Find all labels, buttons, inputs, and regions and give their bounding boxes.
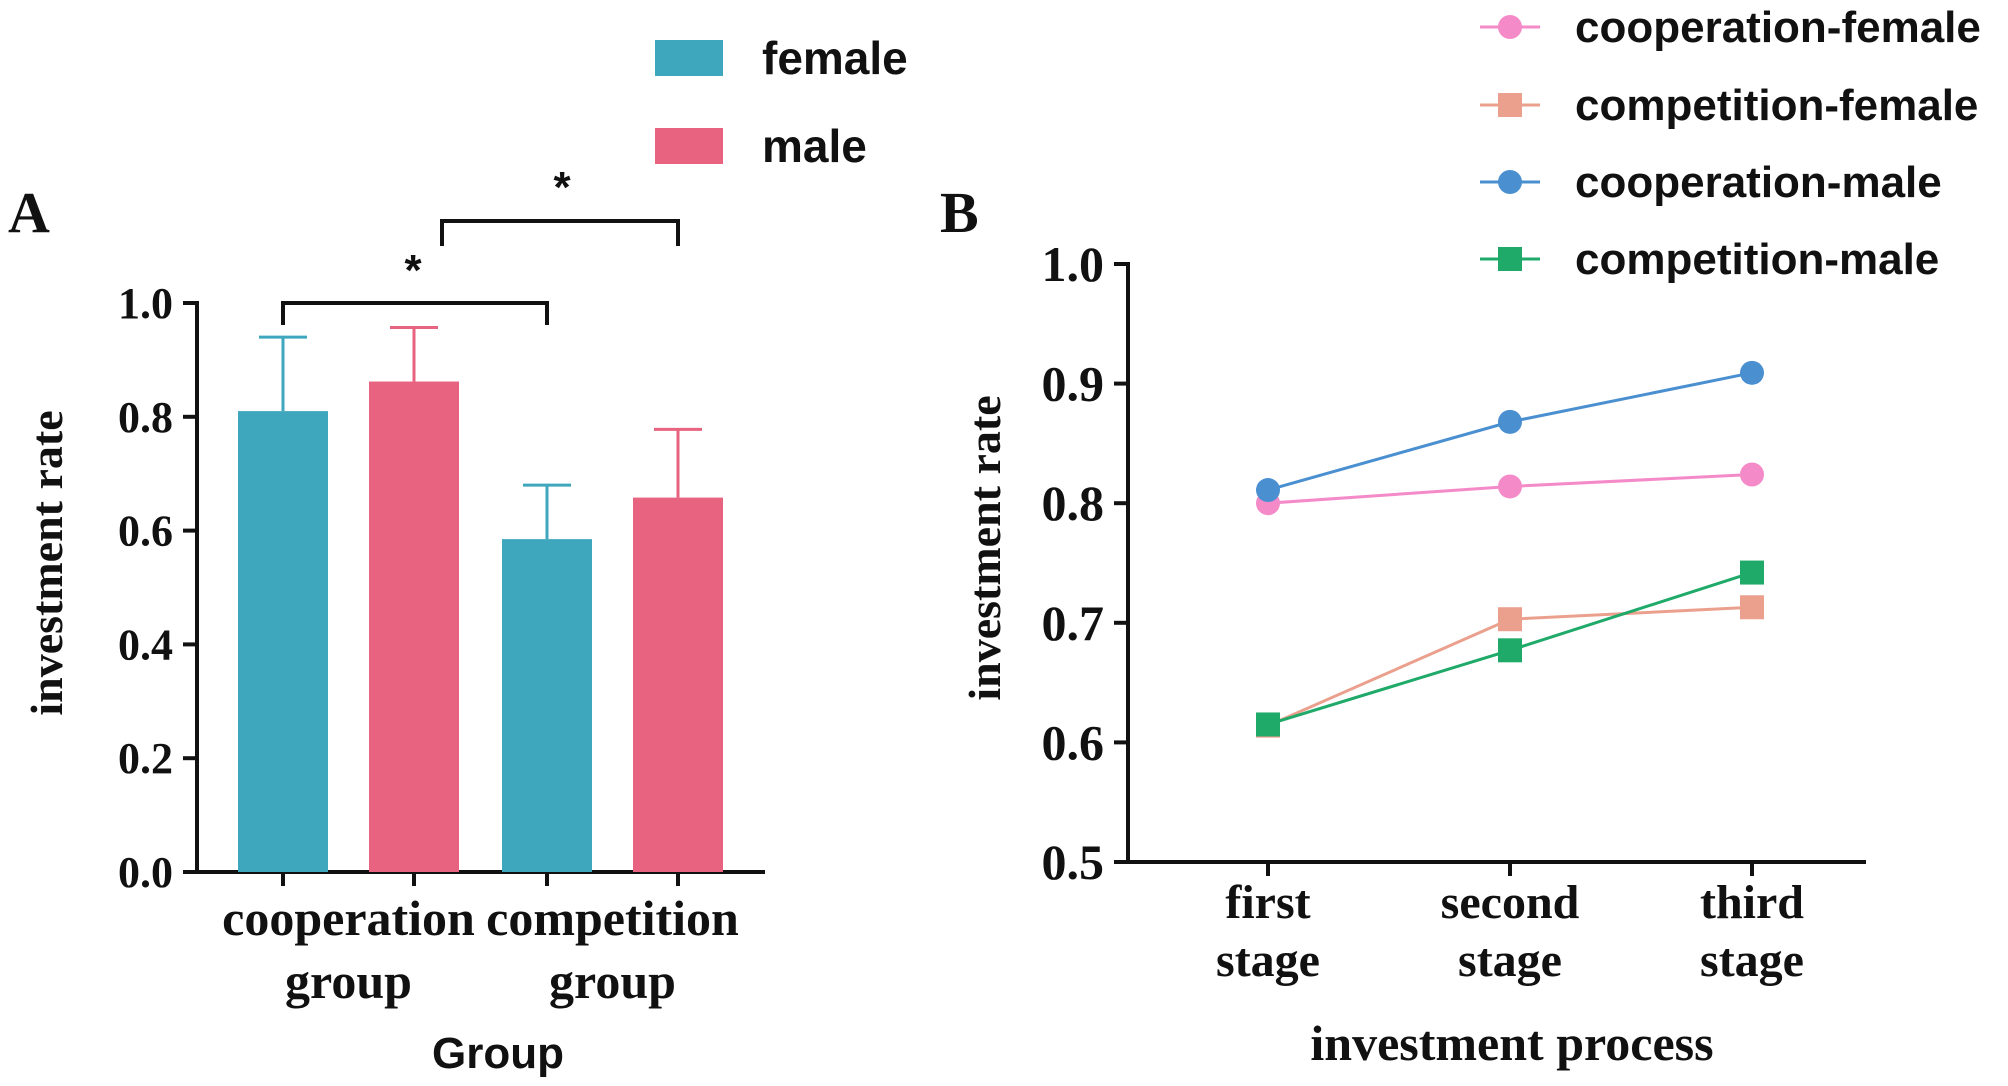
legend-label-male: male	[762, 120, 867, 172]
legend-label-competition-male: competition-male	[1575, 235, 1939, 284]
legend-marker-competition-male	[1498, 247, 1522, 271]
bar-cooperation-group-female	[238, 411, 328, 872]
panel-label-b: B	[940, 180, 979, 245]
panel-a-x-tick-label: group	[285, 953, 412, 1009]
panel-a-x-axis-title: Group	[432, 1029, 564, 1078]
series-point-competition-male	[1256, 712, 1280, 737]
series-point-cooperation-female	[1740, 462, 1764, 487]
panel-a-y-tick-label: 0.0	[118, 848, 173, 897]
series-point-competition-male	[1498, 638, 1522, 663]
panel-a-y-tick-label: 0.6	[118, 507, 173, 556]
panel-b-y-tick-label: 1.0	[1042, 236, 1105, 292]
series-point-competition-female	[1498, 607, 1522, 632]
panel-a-bars	[238, 325, 723, 872]
significance-bracket	[440, 219, 680, 246]
panel-a-x-tick-label: competition	[486, 890, 739, 946]
series-point-cooperation-male	[1498, 409, 1522, 434]
series-point-cooperation-female	[1498, 474, 1522, 499]
panel-a-x-tick-label: cooperation	[222, 890, 475, 946]
panel-a-x-tick-label: group	[549, 953, 676, 1009]
panel-b-axes: 0.50.60.70.80.91.0firststagesecondstaget…	[1042, 236, 1866, 987]
panel-a-axes: 0.0 0.2 0.4 0.6 0.8 1.0 cooperation group compet…	[118, 279, 765, 1009]
panel-b-y-tick-label: 0.7	[1042, 595, 1105, 651]
bar-competition-group-male	[633, 497, 723, 872]
series-point-competition-female	[1740, 595, 1764, 620]
significance-bracket	[281, 301, 549, 325]
bar-cooperation-group-male	[369, 381, 459, 872]
legend-label-competition-female: competition-female	[1575, 81, 1978, 130]
panel-b-x-tick-label: stage	[1216, 934, 1320, 987]
panel-a-y-tick-label: 0.8	[118, 393, 173, 442]
series-point-cooperation-male	[1256, 478, 1280, 503]
panel-a-legend: female male	[655, 32, 908, 172]
panel-b-y-tick-label: 0.8	[1042, 475, 1105, 531]
legend-marker-competition-female	[1498, 93, 1522, 117]
legend-swatch-female	[655, 40, 723, 76]
panel-a-y-tick-label: 0.4	[118, 620, 173, 669]
legend-marker-cooperation-female	[1498, 15, 1522, 39]
panel-b-x-tick-label: stage	[1458, 934, 1562, 987]
series-point-cooperation-male	[1740, 360, 1764, 385]
significance-star: *	[553, 163, 571, 212]
panel-b-x-tick-label: first	[1225, 876, 1310, 929]
panel-b-x-tick-label: stage	[1700, 934, 1804, 987]
panel-a-significance: **	[281, 163, 680, 325]
panel-a-y-tick-label: 1.0	[118, 279, 173, 328]
panel-b-y-axis-title: investment rate	[959, 395, 1010, 700]
legend-label-cooperation-female: cooperation-female	[1575, 3, 1981, 52]
significance-star: *	[404, 246, 422, 295]
panel-b-series	[1256, 360, 1764, 738]
panel-b-y-tick-label: 0.6	[1042, 714, 1105, 770]
panel-b-x-tick-label: second	[1441, 876, 1580, 929]
panel-b-y-tick-label: 0.9	[1042, 356, 1105, 412]
bar-competition-group-female	[502, 539, 592, 872]
panel-b-line-chart: cooperation-female competition-female coop…	[959, 3, 1981, 1071]
legend-marker-cooperation-male	[1498, 170, 1522, 194]
panel-b-legend: cooperation-female competition-female coop…	[1480, 3, 1981, 284]
panel-b-x-tick-label: third	[1700, 876, 1804, 929]
legend-label-cooperation-male: cooperation-male	[1575, 158, 1942, 207]
panel-b-x-axis-title: investment process	[1310, 1015, 1713, 1071]
legend-label-female: female	[762, 32, 908, 84]
panel-a-y-tick-label: 0.2	[118, 734, 173, 783]
legend-swatch-male	[655, 128, 723, 164]
panel-a-bar-chart: female male 0.0 0.2 0.4 0.6 0.8 1.0 cooperation…	[21, 32, 908, 1078]
panel-a-y-axis-title: investment rate	[21, 410, 72, 715]
panel-label-a: A	[8, 180, 50, 245]
series-point-competition-male	[1740, 560, 1764, 585]
panel-b-y-tick-label: 0.5	[1042, 834, 1105, 890]
